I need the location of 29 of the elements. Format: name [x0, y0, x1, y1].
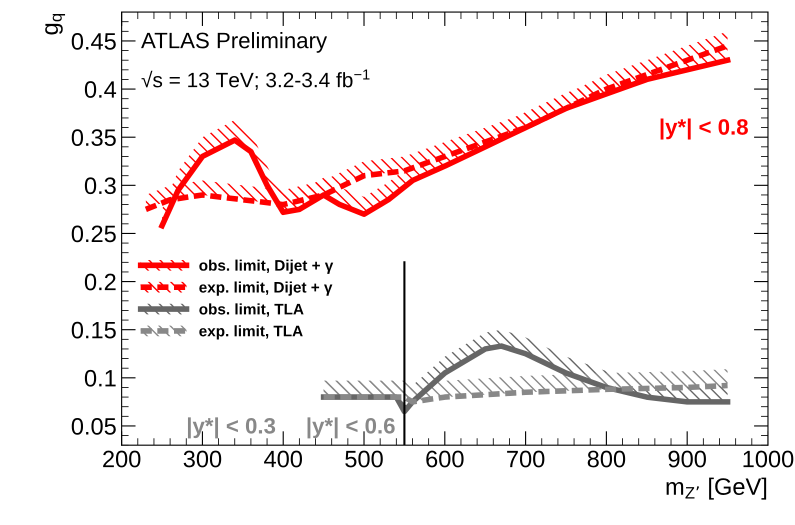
legend-label: exp. limit, TLA [199, 325, 303, 340]
x-tick-label: 300 [184, 450, 222, 468]
annotation: |y*| < 0.3 [188, 417, 276, 438]
x-tick-label: 1000 [744, 450, 794, 468]
x-tick-label: 400 [264, 450, 302, 468]
x-tick-label: 700 [507, 450, 544, 468]
legend-label: obs. limit, TLA [199, 303, 304, 317]
y-tick-label: 0.3 [84, 177, 116, 194]
x-tick-label: 500 [345, 450, 383, 468]
x-axis-title: m$_{Z’}$ [GeV] [666, 478, 766, 500]
x-tick-label: 800 [588, 450, 626, 468]
annotation: √s = 13 TeV; 3.2-3.4 fb$^{−1}$ [142, 69, 370, 90]
y-axis-title: g$_{q}$ [45, 14, 66, 34]
x-tick-label: 600 [426, 450, 464, 468]
annotation: ATLAS Preliminary [141, 32, 328, 53]
y-tick-label: 0.1 [84, 370, 116, 387]
y-tick-label: 0.15 [72, 322, 116, 338]
y-tick-label: 0.25 [72, 226, 116, 242]
x-tick-label: 900 [668, 450, 706, 468]
y-tick-label: 0.2 [84, 274, 116, 290]
y-tick-label: 0.05 [72, 418, 116, 435]
annotation: |y*| < 0.6 [308, 417, 395, 438]
y-tick-label: 0.45 [72, 33, 116, 50]
legend-label: exp. limit, Dijet + γ [199, 281, 332, 296]
legend-label: obs. limit, Dijet + γ [199, 260, 334, 274]
x-tick-label: 200 [103, 450, 140, 468]
y-tick-label: 0.4 [84, 81, 116, 98]
annotation: |y*| < 0.8 [660, 118, 748, 140]
y-tick-label: 0.35 [72, 129, 116, 146]
